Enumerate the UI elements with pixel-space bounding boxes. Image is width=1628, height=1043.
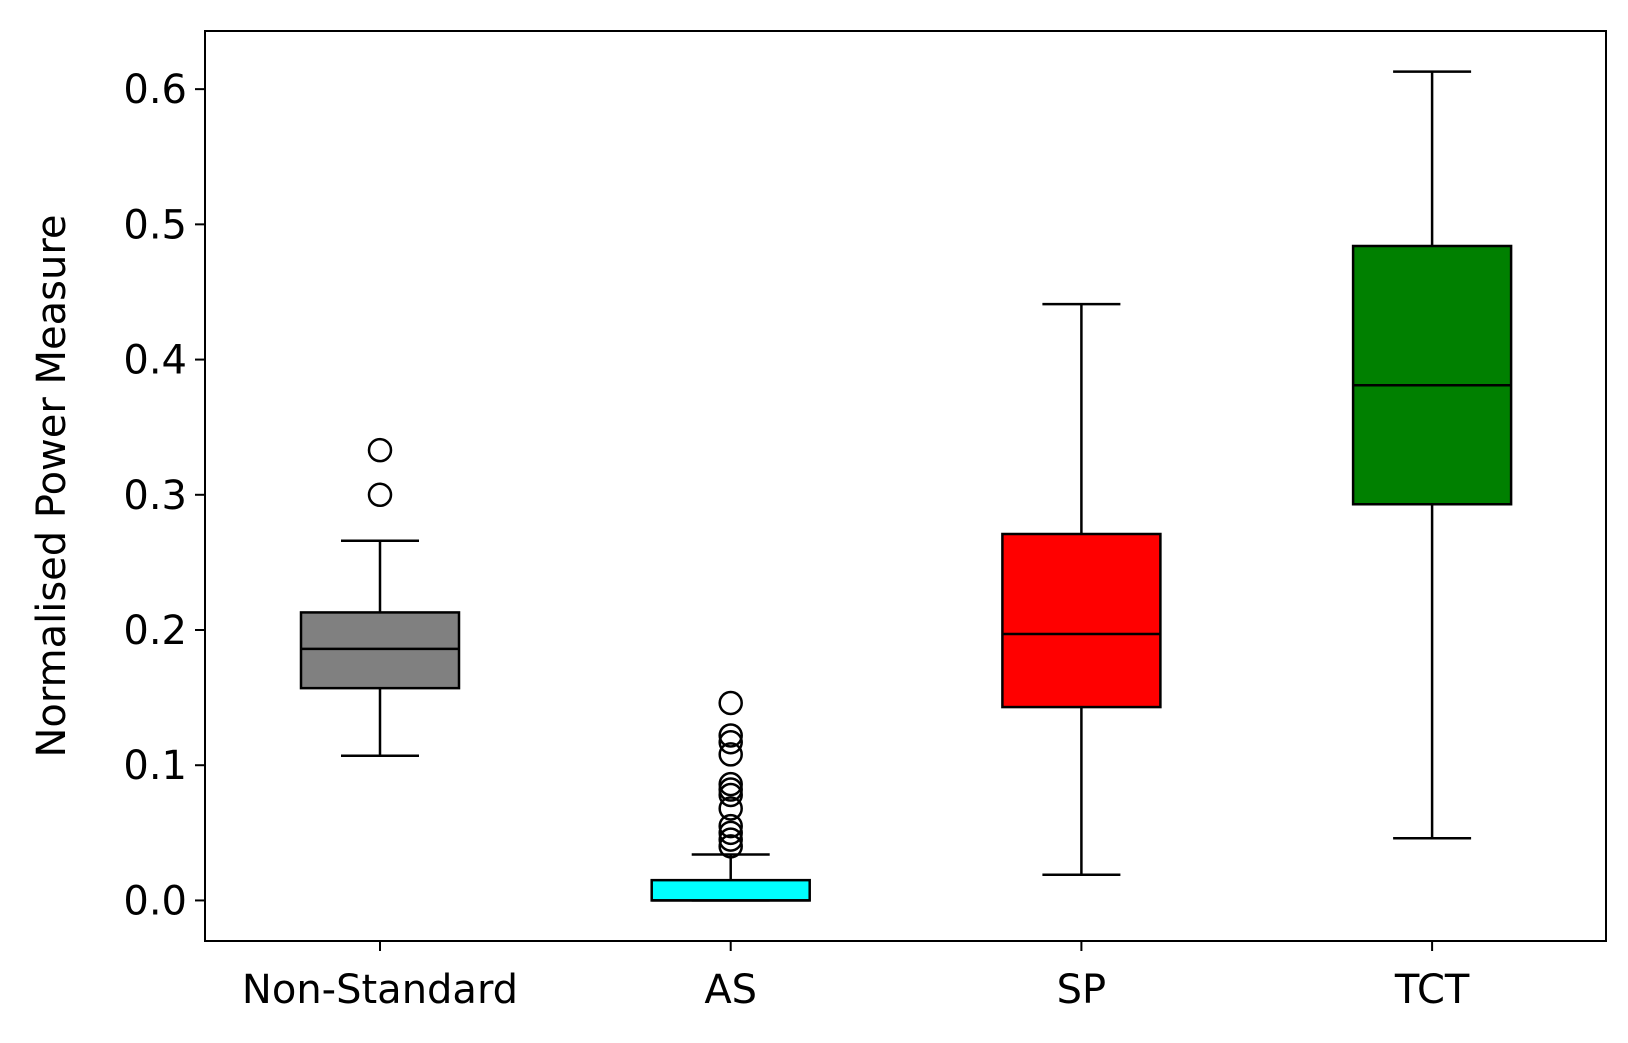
outlier-point — [718, 834, 743, 859]
y-tick-label: 0.0 — [123, 878, 187, 924]
outlier-point — [718, 782, 743, 808]
outlier-point — [718, 813, 743, 839]
x-tick-label: SP — [1057, 967, 1107, 1013]
x-axis-ticks: Non-Standard AS SP TCT — [242, 941, 1470, 1013]
y-tick-label: 0.5 — [123, 202, 187, 248]
y-axis-label: Normalised Power Measure — [29, 214, 75, 757]
boxes-layer — [299, 70, 1513, 902]
x-tick-label: Non-Standard — [242, 967, 518, 1013]
y-tick-label: 0.4 — [123, 338, 187, 384]
outlier-point — [718, 777, 743, 802]
y-tick-label: 0.1 — [123, 743, 187, 789]
outlier-point — [718, 729, 743, 755]
y-tick-label: 0.2 — [123, 608, 187, 654]
outlier-point — [718, 690, 743, 716]
outlier-point — [718, 827, 743, 852]
iqr-box — [650, 878, 811, 902]
outlier-point — [718, 723, 743, 748]
outlier-point — [367, 437, 393, 463]
box-as — [650, 690, 811, 902]
outlier-point — [718, 771, 743, 797]
outlier-point — [718, 742, 743, 767]
box-sp — [1001, 302, 1162, 876]
iqr-box — [1351, 244, 1513, 506]
iqr-box — [299, 611, 461, 690]
box-tct — [1351, 70, 1513, 840]
x-tick-label: TCT — [1394, 967, 1470, 1013]
outlier-point — [718, 820, 743, 846]
y-tick-label: 0.6 — [123, 67, 187, 113]
y-tick-label: 0.3 — [123, 473, 187, 519]
iqr-box — [1001, 532, 1162, 709]
plot-frame — [204, 30, 1607, 942]
box-non-standard — [299, 437, 461, 758]
x-tick-label: AS — [704, 967, 757, 1013]
outlier-point — [718, 796, 743, 821]
y-axis-ticks: 0.0 0.1 0.2 0.3 0.4 0.5 0.6 — [123, 67, 205, 924]
outlier-point — [367, 482, 393, 508]
